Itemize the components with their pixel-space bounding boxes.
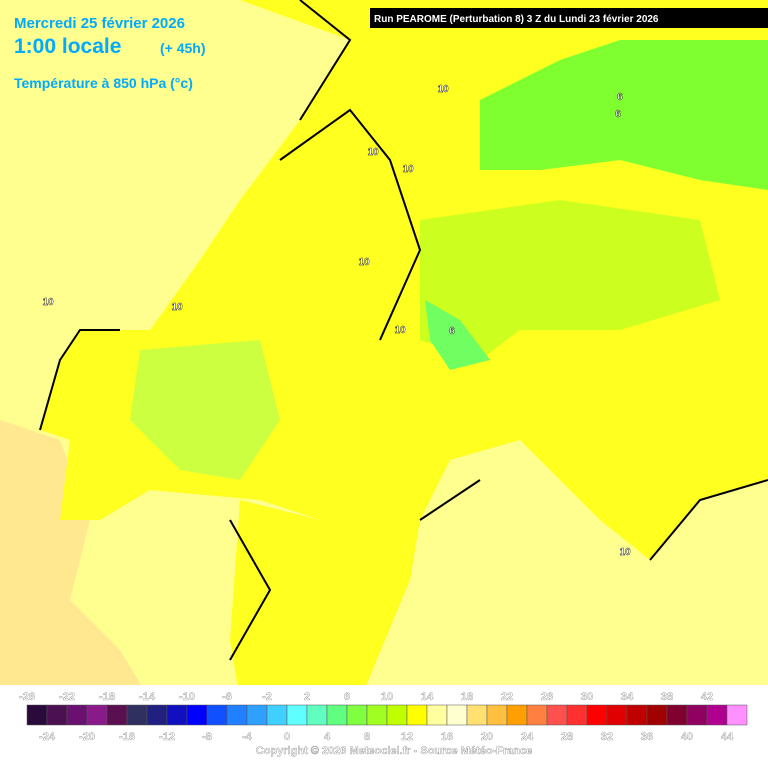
warm-area <box>0 420 150 700</box>
legend-label: 0 <box>284 731 290 743</box>
legend-swatch <box>726 704 748 726</box>
contour-label: 10 <box>437 84 449 95</box>
legend-swatch <box>86 704 108 726</box>
contour-label: 10 <box>402 164 414 175</box>
cold-area <box>425 300 490 370</box>
contour-label: 6 <box>449 326 455 337</box>
cool-area <box>130 340 280 480</box>
run-banner <box>370 8 768 28</box>
date: Mercredi 25 février 2026 <box>14 15 185 32</box>
copyright: Copyright © 2026 Meteociel.fr - Source M… <box>256 745 532 757</box>
legend-swatch <box>486 704 508 726</box>
legend-label: -24 <box>39 731 56 743</box>
contour-label: 6 <box>617 92 623 103</box>
legend-label: 34 <box>621 691 634 703</box>
legend-swatch <box>446 704 468 726</box>
legend-label: 10 <box>381 691 393 703</box>
legend-swatch <box>586 704 608 726</box>
legend-swatch <box>646 704 668 726</box>
legend-label: 42 <box>701 691 713 703</box>
legend-swatch <box>606 704 628 726</box>
legend-swatch <box>306 704 328 726</box>
legend-swatch <box>566 704 588 726</box>
coastline <box>39 0 768 661</box>
legend-swatch <box>166 704 188 726</box>
legend-swatch <box>26 704 48 726</box>
legend-label: -22 <box>59 691 75 703</box>
legend-label: 28 <box>561 731 573 743</box>
legend-label: 12 <box>401 731 413 743</box>
time: 1:00 locale <box>14 35 121 58</box>
legend-swatch <box>186 704 208 726</box>
legend-swatch <box>206 704 228 726</box>
legend-swatch <box>686 704 708 726</box>
legend-swatch <box>366 704 388 726</box>
legend-swatch <box>346 704 368 726</box>
legend-label: 4 <box>324 731 331 743</box>
legend-label: 38 <box>661 691 673 703</box>
legend-label: -18 <box>99 691 115 703</box>
contour-label: 10 <box>358 257 370 268</box>
legend-label: -20 <box>79 731 95 743</box>
legend-swatch <box>546 704 568 726</box>
contour-label: 6 <box>615 109 621 120</box>
cool-area <box>420 200 720 360</box>
contour-label: 10 <box>367 147 379 158</box>
contour-label: 10 <box>171 302 183 313</box>
legend-swatch <box>126 704 148 726</box>
legend-swatch <box>426 704 448 726</box>
legend-label: -26 <box>19 691 35 703</box>
legend-label: -2 <box>262 691 272 703</box>
legend-label: 8 <box>364 731 370 743</box>
legend-swatch <box>386 704 408 726</box>
legend-swatch <box>326 704 348 726</box>
legend-label: -10 <box>179 691 195 703</box>
legend-label: -4 <box>242 731 253 743</box>
legend-swatch <box>66 704 88 726</box>
legend-label: 40 <box>681 731 693 743</box>
contour-label: 10 <box>394 325 406 336</box>
contour-label: 10 <box>619 547 631 558</box>
run-info: Run PEAROME (Perturbation 8) 3 Z du Lund… <box>374 14 659 25</box>
legend-label: 18 <box>461 691 473 703</box>
legend-swatch <box>286 704 308 726</box>
legend-swatch <box>246 704 268 726</box>
legend-label: 2 <box>304 691 310 703</box>
legend-swatch <box>466 704 488 726</box>
legend-label: 20 <box>481 731 493 743</box>
legend-label: 26 <box>541 691 553 703</box>
contour-label: 10 <box>42 297 54 308</box>
legend-swatch <box>526 704 548 726</box>
legend-swatch <box>626 704 648 726</box>
legend-swatch <box>266 704 288 726</box>
legend-swatch <box>506 704 528 726</box>
legend-label: -16 <box>119 731 135 743</box>
legend-panel <box>0 685 768 768</box>
legend-swatch <box>146 704 168 726</box>
legend-label: -12 <box>159 731 175 743</box>
legend-label: 6 <box>344 691 350 703</box>
legend-swatch <box>226 704 248 726</box>
legend-label: 24 <box>521 731 534 743</box>
legend-label: 30 <box>581 691 593 703</box>
legend-label: 32 <box>601 731 613 743</box>
legend-swatch <box>406 704 428 726</box>
legend-label: 14 <box>421 691 434 703</box>
legend-label: 16 <box>441 731 453 743</box>
warm-core <box>230 500 420 700</box>
cold-area <box>480 40 768 190</box>
variable: Température à 850 hPa (°c) <box>14 75 193 91</box>
legend-label: -6 <box>222 691 232 703</box>
lead-time: (+ 45h) <box>160 40 206 56</box>
legend-label: 36 <box>641 731 653 743</box>
legend-label: -14 <box>139 691 156 703</box>
legend-swatch <box>106 704 128 726</box>
legend-label: 22 <box>501 691 513 703</box>
legend-swatch <box>706 704 728 726</box>
legend-swatch <box>46 704 68 726</box>
legend-label: -8 <box>202 731 212 743</box>
legend-swatch <box>666 704 688 726</box>
legend-label: 44 <box>721 731 734 743</box>
